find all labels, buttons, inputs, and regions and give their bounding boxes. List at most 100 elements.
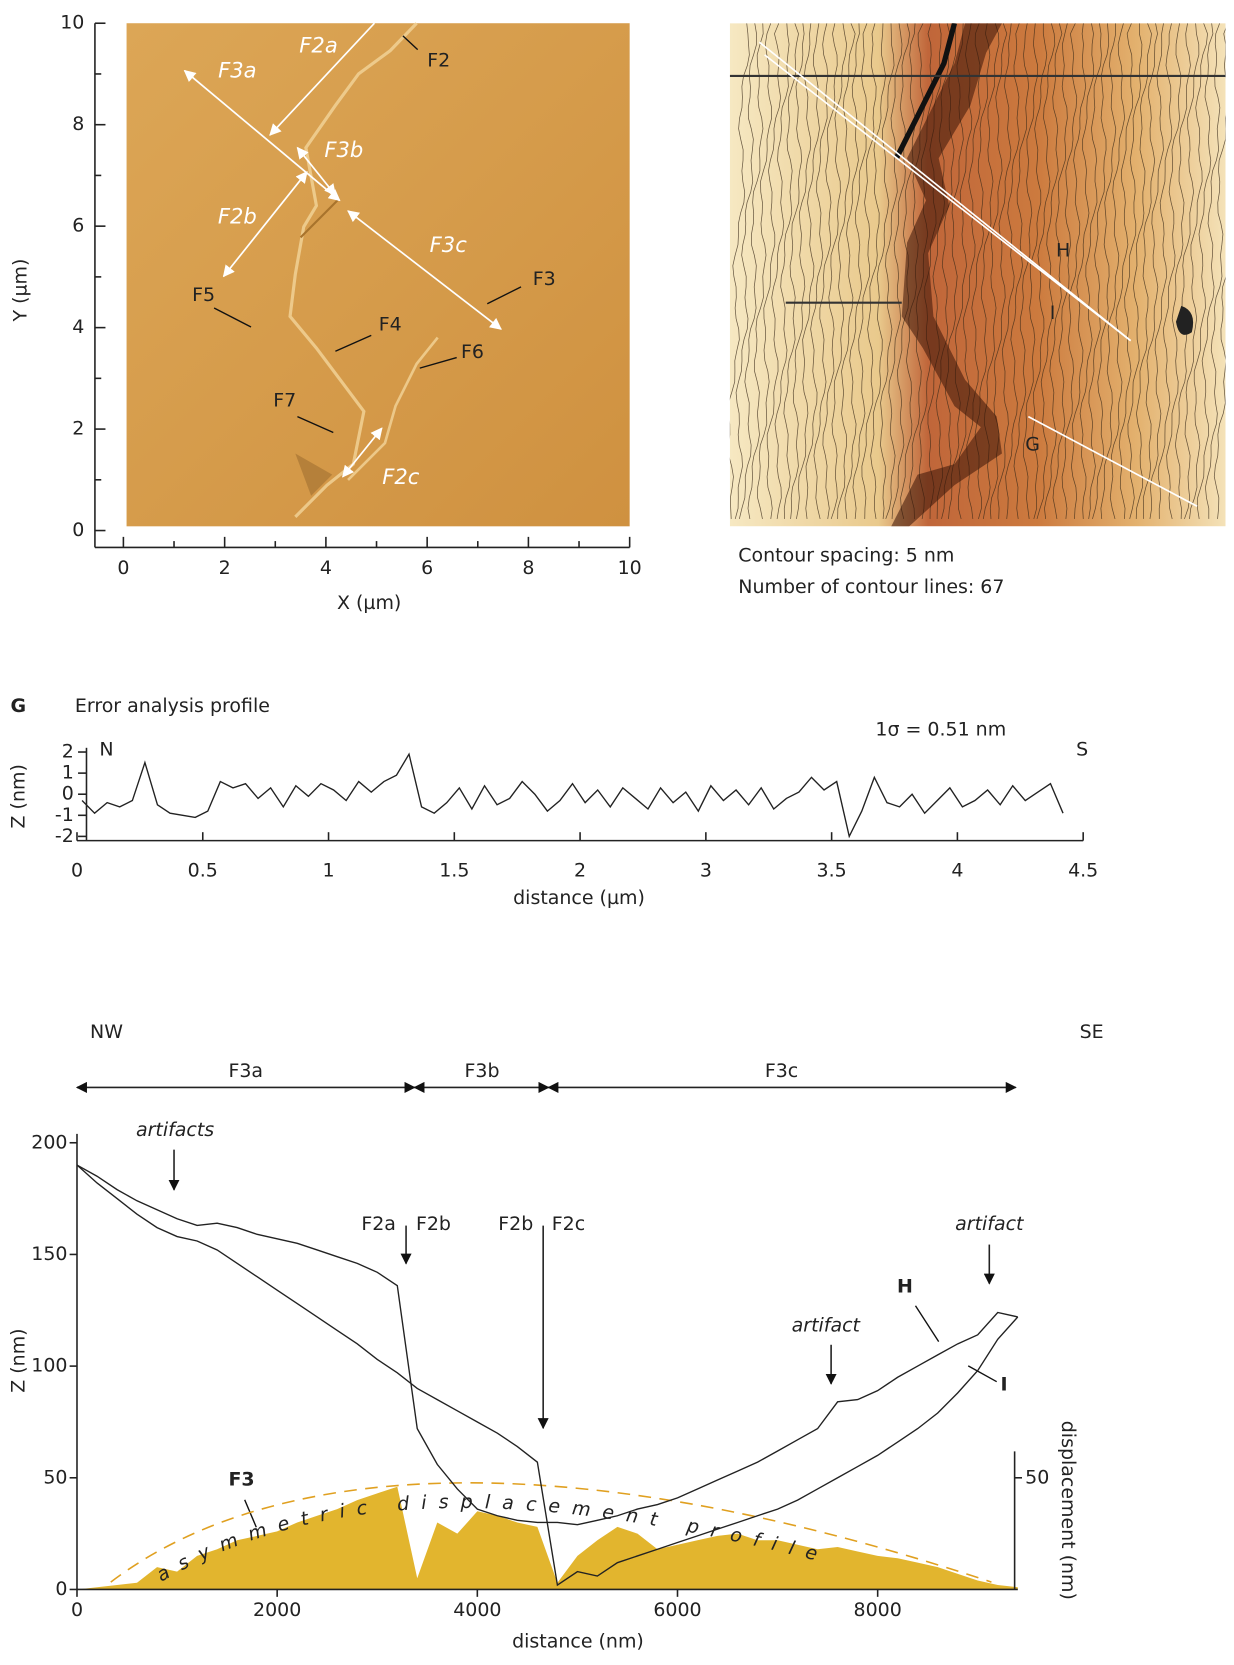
profile-label: H	[1056, 240, 1070, 262]
y-tick-label: 0	[62, 783, 74, 805]
contour-line	[1088, 23, 1110, 519]
x-tick-label: 6000	[653, 1599, 701, 1621]
contour-line	[1013, 23, 1038, 519]
x-tick-label: 0	[71, 860, 83, 882]
fault-label: F3b	[324, 137, 363, 162]
x-tick-label: 1	[323, 860, 335, 882]
annotation: F2b	[416, 1213, 451, 1235]
annotation: 1σ = 0.51 nm	[875, 718, 1006, 740]
panel-letter: G	[11, 695, 27, 717]
contour-line	[1197, 23, 1221, 519]
y-tick-label: -2	[55, 825, 74, 847]
y-axis-label: Z (nm)	[7, 764, 29, 828]
x-tick-label: 0.5	[188, 860, 218, 882]
contour-line	[738, 23, 764, 520]
chart-title: Error analysis profile	[75, 695, 270, 717]
x-tick-label: 2	[219, 557, 231, 579]
annotation: F3b	[464, 1060, 499, 1082]
contour-line	[1032, 23, 1056, 520]
contour-line	[1127, 23, 1152, 520]
contour-line	[880, 23, 903, 519]
x-axis-label: distance (nm)	[512, 1631, 644, 1653]
contour-line	[1166, 23, 1191, 520]
x-tick-label: 0	[117, 557, 129, 579]
x-tick-label: 2	[574, 860, 586, 882]
contour-line	[966, 23, 991, 519]
contour-line	[870, 23, 895, 519]
contour-line	[1174, 23, 1200, 519]
profile-label: G	[1025, 434, 1040, 456]
fault-label: F2c	[382, 464, 420, 489]
contour-line	[1213, 276, 1226, 519]
y-tick-label: 150	[31, 1243, 67, 1265]
fit-curve	[110, 1482, 992, 1583]
contour-line	[885, 23, 911, 520]
y-tick-label: 0	[55, 1578, 67, 1600]
contour-line	[1157, 23, 1182, 519]
fault-label: F3a	[218, 58, 256, 83]
annotation: S	[1076, 738, 1088, 760]
x-tick-label: 0	[71, 1599, 83, 1621]
fault-label: F3	[533, 268, 556, 290]
annotation: SE	[1080, 1021, 1104, 1043]
annotation: NW	[90, 1021, 123, 1043]
contour-line	[1092, 23, 1117, 520]
contour-line	[1023, 23, 1048, 519]
profile-line	[76, 1164, 1018, 1526]
profile-label: I	[1050, 302, 1056, 324]
y-tick-label: 2	[62, 741, 74, 763]
contour-line	[747, 23, 772, 520]
profile-line	[76, 1164, 1019, 1587]
x-tick-label: 4.5	[1068, 860, 1098, 882]
contour-line	[766, 23, 790, 519]
x-tick-label: 8	[522, 557, 534, 579]
x-tick-label: 4	[320, 557, 332, 579]
annotation: F2c	[552, 1213, 585, 1235]
y2-tick-label: 50	[1025, 1466, 1049, 1488]
annotation: F3	[228, 1468, 254, 1490]
fault-label: F5	[192, 284, 215, 306]
fault-label: F6	[461, 341, 484, 363]
y-axis-label: Z (nm)	[7, 1328, 29, 1392]
x-tick-label: 1.5	[439, 860, 469, 882]
x-tick-label: 2000	[253, 1599, 301, 1621]
contour-line	[1118, 23, 1143, 519]
y-tick-label: 200	[31, 1131, 67, 1153]
fault-label: F7	[273, 389, 296, 411]
contour-line	[958, 23, 981, 520]
contour-line	[1044, 23, 1068, 519]
contour-line	[1036, 23, 1063, 520]
x-tick-label: 10	[618, 557, 642, 579]
contour-line	[1189, 23, 1214, 519]
contour-line	[844, 23, 868, 519]
contour-line	[1100, 23, 1126, 519]
contour-line	[837, 23, 860, 519]
contour-line	[1005, 23, 1030, 519]
y-tick-label: 50	[43, 1466, 67, 1488]
y-tick-label: -1	[55, 804, 74, 826]
contour-line	[774, 23, 799, 519]
annotation: F2b	[498, 1213, 533, 1235]
annotation: artifact	[792, 1314, 862, 1336]
contour-line	[734, 23, 757, 520]
fault-label: F4	[379, 313, 402, 335]
x-tick-label: 6	[421, 557, 433, 579]
contour-line	[790, 23, 812, 519]
annotation: F2a	[361, 1213, 396, 1235]
contour-line	[805, 23, 829, 519]
y-tick-label: 10	[60, 12, 84, 34]
contour-line	[1205, 27, 1226, 519]
annotation: artifact	[955, 1213, 1025, 1235]
contour-line	[997, 23, 1020, 519]
y-tick-label: 2	[72, 418, 84, 440]
y-tick-label: 8	[72, 113, 84, 135]
y-tick-label: 1	[62, 762, 74, 784]
annotation: I	[1001, 1373, 1008, 1395]
displacement-area	[76, 1486, 1018, 1590]
contour-map	[729, 23, 1226, 527]
profile-line	[81, 752, 1064, 839]
x-tick-label: 3	[700, 860, 712, 882]
contour-line	[830, 23, 856, 520]
fault-label: F2a	[299, 32, 337, 57]
